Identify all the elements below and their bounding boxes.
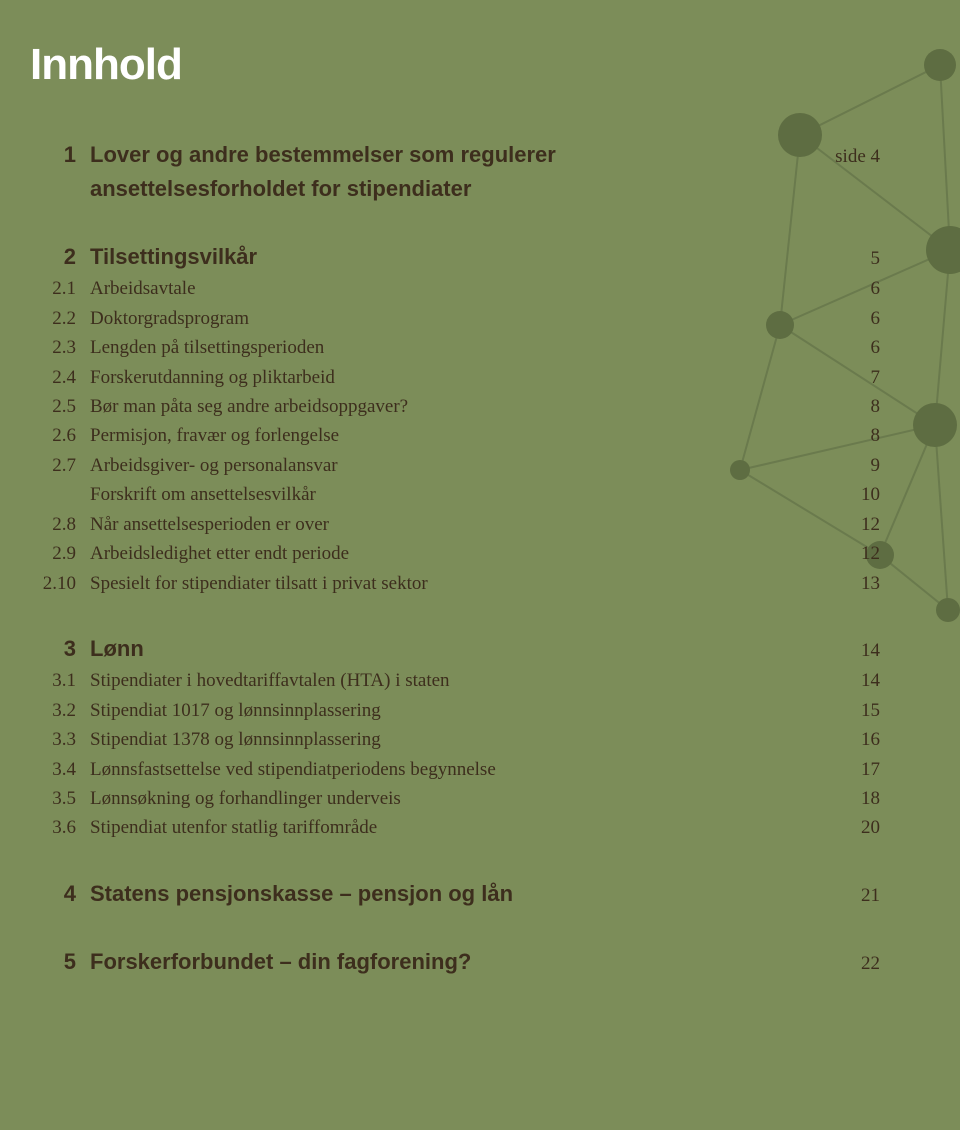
toc-item-page: 13 bbox=[790, 569, 880, 598]
toc-item-number: 3.6 bbox=[30, 813, 90, 842]
toc-item-page: 14 bbox=[790, 666, 880, 695]
toc-item-label: Spesielt for stipendiater tilsatt i priv… bbox=[90, 569, 790, 598]
toc-item-page: 10 bbox=[790, 480, 880, 509]
toc-item-number: 3.4 bbox=[30, 755, 90, 784]
toc-item-label: Lønnsfastsettelse ved stipendiatperioden… bbox=[90, 755, 790, 784]
toc-item-number: 3.5 bbox=[30, 784, 90, 813]
toc-page-number: 14 bbox=[790, 636, 880, 665]
toc-item-number: 2.4 bbox=[30, 363, 90, 392]
toc-section: 4Statens pensjonskasse – pensjon og lån2… bbox=[30, 877, 880, 911]
toc-item-number: 3.1 bbox=[30, 666, 90, 695]
toc-page-number: 22 bbox=[790, 949, 880, 978]
toc-item-number: 2.5 bbox=[30, 392, 90, 421]
toc-item-row: 3.1Stipendiater i hovedtariffavtalen (HT… bbox=[30, 666, 880, 695]
toc-item-page: 6 bbox=[790, 304, 880, 333]
toc-chapter-title: Statens pensjonskasse – pensjon og lån bbox=[90, 877, 790, 911]
toc-section: 5Forskerforbundet – din fagforening?22 bbox=[30, 945, 880, 979]
toc-chapter-title: Lover og andre bestemmelser som regulere… bbox=[90, 138, 790, 172]
toc-item-label: Permisjon, fravær og forlengelse bbox=[90, 421, 790, 450]
toc-item-label: Doktorgradsprogram bbox=[90, 304, 790, 333]
toc-chapter-row-continuation: ansettelsesforholdet for stipendiater bbox=[30, 172, 880, 206]
toc-item-row: 2.6Permisjon, fravær og forlengelse8 bbox=[30, 421, 880, 450]
toc-item-row: 2.5Bør man påta seg andre arbeidsoppgave… bbox=[30, 392, 880, 421]
table-of-contents: 1Lover og andre bestemmelser som reguler… bbox=[30, 138, 880, 979]
toc-item-row: 3.5Lønnsøkning og forhandlinger undervei… bbox=[30, 784, 880, 813]
toc-item-row: 2.9Arbeidsledighet etter endt periode12 bbox=[30, 539, 880, 568]
toc-chapter-title: Lønn bbox=[90, 632, 790, 666]
toc-section: 1Lover og andre bestemmelser som reguler… bbox=[30, 138, 880, 206]
toc-chapter-number: 3 bbox=[30, 632, 90, 666]
toc-chapter-row: 3Lønn14 bbox=[30, 632, 880, 666]
toc-item-page: 17 bbox=[790, 755, 880, 784]
toc-item-page: 8 bbox=[790, 421, 880, 450]
toc-chapter-row: 1Lover og andre bestemmelser som reguler… bbox=[30, 138, 880, 172]
toc-item-label: Arbeidsledighet etter endt periode bbox=[90, 539, 790, 568]
toc-item-page: 15 bbox=[790, 696, 880, 725]
toc-chapter-title: Forskerforbundet – din fagforening? bbox=[90, 945, 790, 979]
toc-item-page: 20 bbox=[790, 813, 880, 842]
toc-item-page: 6 bbox=[790, 274, 880, 303]
toc-chapter-number: 1 bbox=[30, 138, 90, 172]
toc-chapter-row: 2Tilsettingsvilkår5 bbox=[30, 240, 880, 274]
toc-item-row: 2.8Når ansettelsesperioden er over12 bbox=[30, 510, 880, 539]
toc-item-row: 2.1Arbeidsavtale6 bbox=[30, 274, 880, 303]
toc-item-page: 12 bbox=[790, 510, 880, 539]
toc-item-row: 2.4Forskerutdanning og pliktarbeid7 bbox=[30, 363, 880, 392]
toc-item-number: 2.2 bbox=[30, 304, 90, 333]
toc-chapter-number: 5 bbox=[30, 945, 90, 979]
toc-item-label: Arbeidsgiver- og personalansvar bbox=[90, 451, 790, 480]
toc-item-label: Forskrift om ansettelsesvilkår bbox=[90, 480, 790, 509]
toc-item-row: 3.2Stipendiat 1017 og lønnsinnplassering… bbox=[30, 696, 880, 725]
toc-chapter-row: 4Statens pensjonskasse – pensjon og lån2… bbox=[30, 877, 880, 911]
toc-item-number: 2.7 bbox=[30, 451, 90, 480]
toc-chapter-row: 5Forskerforbundet – din fagforening?22 bbox=[30, 945, 880, 979]
toc-item-number: 2.6 bbox=[30, 421, 90, 450]
toc-page-number: 5 bbox=[790, 244, 880, 273]
toc-item-row: 2.2Doktorgradsprogram6 bbox=[30, 304, 880, 333]
toc-item-number: 3.3 bbox=[30, 725, 90, 754]
toc-page-number: side 4 bbox=[790, 142, 880, 171]
toc-item-page: 16 bbox=[790, 725, 880, 754]
page-title: Innhold bbox=[30, 40, 880, 90]
toc-item-row: 3.4Lønnsfastsettelse ved stipendiatperio… bbox=[30, 755, 880, 784]
toc-item-page: 7 bbox=[790, 363, 880, 392]
toc-item-label: Bør man påta seg andre arbeidsoppgaver? bbox=[90, 392, 790, 421]
toc-item-number: 2.3 bbox=[30, 333, 90, 362]
page-content: Innhold 1Lover og andre bestemmelser som… bbox=[0, 0, 960, 1053]
toc-item-page: 18 bbox=[790, 784, 880, 813]
toc-item-row: 3.6Stipendiat utenfor statlig tariffområ… bbox=[30, 813, 880, 842]
toc-item-label: Når ansettelsesperioden er over bbox=[90, 510, 790, 539]
toc-item-number: 2.10 bbox=[30, 569, 90, 598]
toc-item-label: Stipendiater i hovedtariffavtalen (HTA) … bbox=[90, 666, 790, 695]
toc-item-page: 12 bbox=[790, 539, 880, 568]
toc-item-row: 2.10Spesielt for stipendiater tilsatt i … bbox=[30, 569, 880, 598]
toc-chapter-title: Tilsettingsvilkår bbox=[90, 240, 790, 274]
toc-item-label: Stipendiat utenfor statlig tariffområde bbox=[90, 813, 790, 842]
toc-item-row: Forskrift om ansettelsesvilkår10 bbox=[30, 480, 880, 509]
toc-item-page: 6 bbox=[790, 333, 880, 362]
toc-chapter-number: 2 bbox=[30, 240, 90, 274]
toc-chapter-number: 4 bbox=[30, 877, 90, 911]
toc-item-number: 3.2 bbox=[30, 696, 90, 725]
toc-item-row: 2.7Arbeidsgiver- og personalansvar9 bbox=[30, 451, 880, 480]
toc-item-label: Forskerutdanning og pliktarbeid bbox=[90, 363, 790, 392]
toc-item-number: 2.9 bbox=[30, 539, 90, 568]
toc-item-page: 9 bbox=[790, 451, 880, 480]
toc-item-row: 2.3Lengden på tilsettingsperioden6 bbox=[30, 333, 880, 362]
toc-item-label: Stipendiat 1378 og lønnsinnplassering bbox=[90, 725, 790, 754]
toc-item-label: Lengden på tilsettingsperioden bbox=[90, 333, 790, 362]
toc-item-row: 3.3Stipendiat 1378 og lønnsinnplassering… bbox=[30, 725, 880, 754]
toc-item-label: Lønnsøkning og forhandlinger underveis bbox=[90, 784, 790, 813]
toc-item-label: Arbeidsavtale bbox=[90, 274, 790, 303]
toc-chapter-title-line2: ansettelsesforholdet for stipendiater bbox=[90, 172, 790, 206]
toc-section: 2Tilsettingsvilkår52.1Arbeidsavtale62.2D… bbox=[30, 240, 880, 598]
toc-item-number: 2.1 bbox=[30, 274, 90, 303]
toc-item-page: 8 bbox=[790, 392, 880, 421]
toc-section: 3Lønn143.1Stipendiater i hovedtariffavta… bbox=[30, 632, 880, 843]
toc-page-number: 21 bbox=[790, 881, 880, 910]
toc-item-number: 2.8 bbox=[30, 510, 90, 539]
toc-item-label: Stipendiat 1017 og lønnsinnplassering bbox=[90, 696, 790, 725]
